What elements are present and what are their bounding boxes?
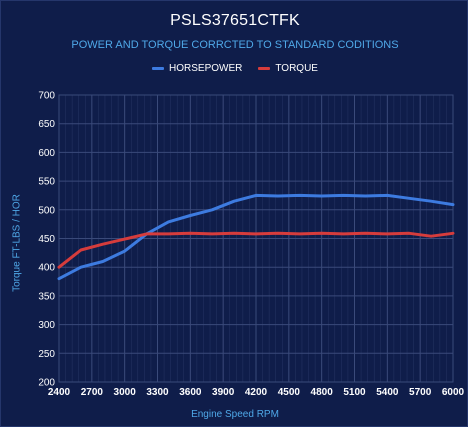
y-tick-label: 300 <box>38 320 55 331</box>
y-tick-label: 500 <box>38 205 55 216</box>
y-tick-label: 700 <box>38 91 55 102</box>
x-tick-label: 2400 <box>48 387 71 398</box>
plot-frame <box>58 94 454 383</box>
x-tick-label: 4800 <box>311 387 334 398</box>
legend-swatch-horsepower <box>152 67 165 70</box>
legend-item-torque[interactable]: TORQUE <box>258 63 318 74</box>
chart-title: PSLS37651CTFK <box>170 12 300 29</box>
x-tick-label: 4200 <box>245 387 268 398</box>
legend-item-horsepower[interactable]: HORSEPOWER <box>152 63 242 74</box>
y-tick-label: 350 <box>38 291 55 302</box>
x-tick-label: 3000 <box>114 387 137 398</box>
y-tick-label: 450 <box>38 234 55 245</box>
x-tick-label: 6000 <box>442 387 465 398</box>
x-axis-title: Engine Speed RPM <box>191 409 279 420</box>
x-tick-label: 4500 <box>278 387 301 398</box>
x-tick-label: 2700 <box>81 387 104 398</box>
legend-swatch-torque <box>258 67 271 70</box>
chart-subtitle: POWER AND TORQUE CORRCTED TO STANDARD CO… <box>71 39 399 51</box>
x-tick-label: 5400 <box>376 387 399 398</box>
chart-legend: HORSEPOWER TORQUE <box>1 63 468 74</box>
x-tick-label: 3300 <box>146 387 169 398</box>
legend-label-horsepower: HORSEPOWER <box>169 63 243 74</box>
x-tick-label: 3900 <box>212 387 235 398</box>
x-tick-label: 5700 <box>409 387 432 398</box>
y-tick-label: 600 <box>38 148 55 159</box>
y-tick-label: 650 <box>38 119 55 130</box>
y-tick-label: 250 <box>38 349 55 360</box>
y-tick-label: 550 <box>38 177 55 188</box>
y-tick-label: 400 <box>38 263 55 274</box>
y-axis-title: Torque FT-LBS / HOR <box>11 194 23 292</box>
x-tick-label: 5100 <box>343 387 366 398</box>
legend-label-torque: TORQUE <box>275 63 318 74</box>
y-tick-label: 200 <box>38 378 55 389</box>
series-line-torque <box>57 231 455 269</box>
series-line-horsepower <box>57 193 455 281</box>
x-tick-label: 3600 <box>179 387 202 398</box>
